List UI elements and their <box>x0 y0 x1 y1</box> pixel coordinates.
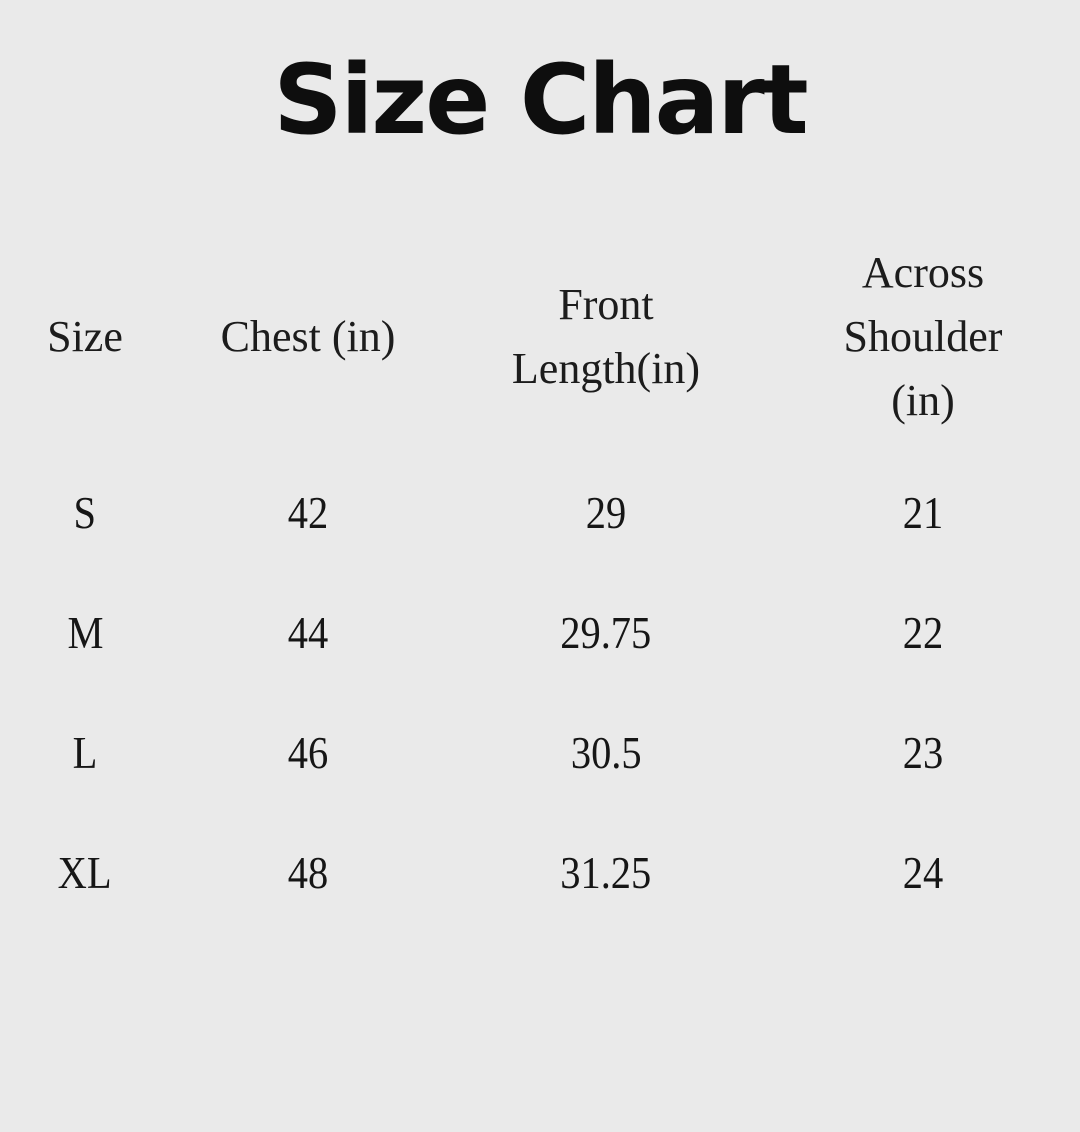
cell-size: M <box>67 606 103 658</box>
cell-size: XL <box>58 846 112 898</box>
column-header-chest-label: Chest (in) <box>220 312 396 362</box>
cell-across-shoulder: 21 <box>902 486 944 538</box>
cell-size: L <box>72 726 98 778</box>
column-header-size-label: Size <box>47 312 123 362</box>
size-table: Size Chest (in) Front Length(in) Across … <box>0 222 1080 932</box>
cell-front-length: 29.75 <box>560 606 652 658</box>
cell-size: S <box>73 486 97 538</box>
table-row-s: S 42 29 21 <box>0 452 1080 572</box>
table-row-xl: XL 48 31.25 24 <box>0 812 1080 932</box>
column-header-front-length: Front Length(in) <box>446 273 766 401</box>
column-header-front-length-label: Front Length(in) <box>511 280 701 393</box>
cell-front-length: 29 <box>585 486 627 538</box>
cell-front-length: 30.5 <box>570 726 642 778</box>
size-chart-page: Size Chart Size Chest (in) Front Length(… <box>0 52 1080 932</box>
cell-chest: 44 <box>287 606 329 658</box>
cell-chest: 46 <box>287 726 329 778</box>
column-header-size: Size <box>0 305 170 369</box>
cell-across-shoulder: 23 <box>902 726 944 778</box>
column-header-across-shoulder: Across Shoulder (in) <box>766 241 1080 432</box>
table-row-l: L 46 30.5 23 <box>0 692 1080 812</box>
table-header-row: Size Chest (in) Front Length(in) Across … <box>0 222 1080 452</box>
table-row-m: M 44 29.75 22 <box>0 572 1080 692</box>
column-header-chest: Chest (in) <box>170 305 446 369</box>
cell-chest: 48 <box>287 846 329 898</box>
page-title: Size Chart <box>273 44 808 156</box>
column-header-across-shoulder-label: Across Shoulder (in) <box>843 248 1003 425</box>
cell-front-length: 31.25 <box>560 846 652 898</box>
cell-chest: 42 <box>287 486 329 538</box>
cell-across-shoulder: 24 <box>902 846 944 898</box>
cell-across-shoulder: 22 <box>902 606 944 658</box>
